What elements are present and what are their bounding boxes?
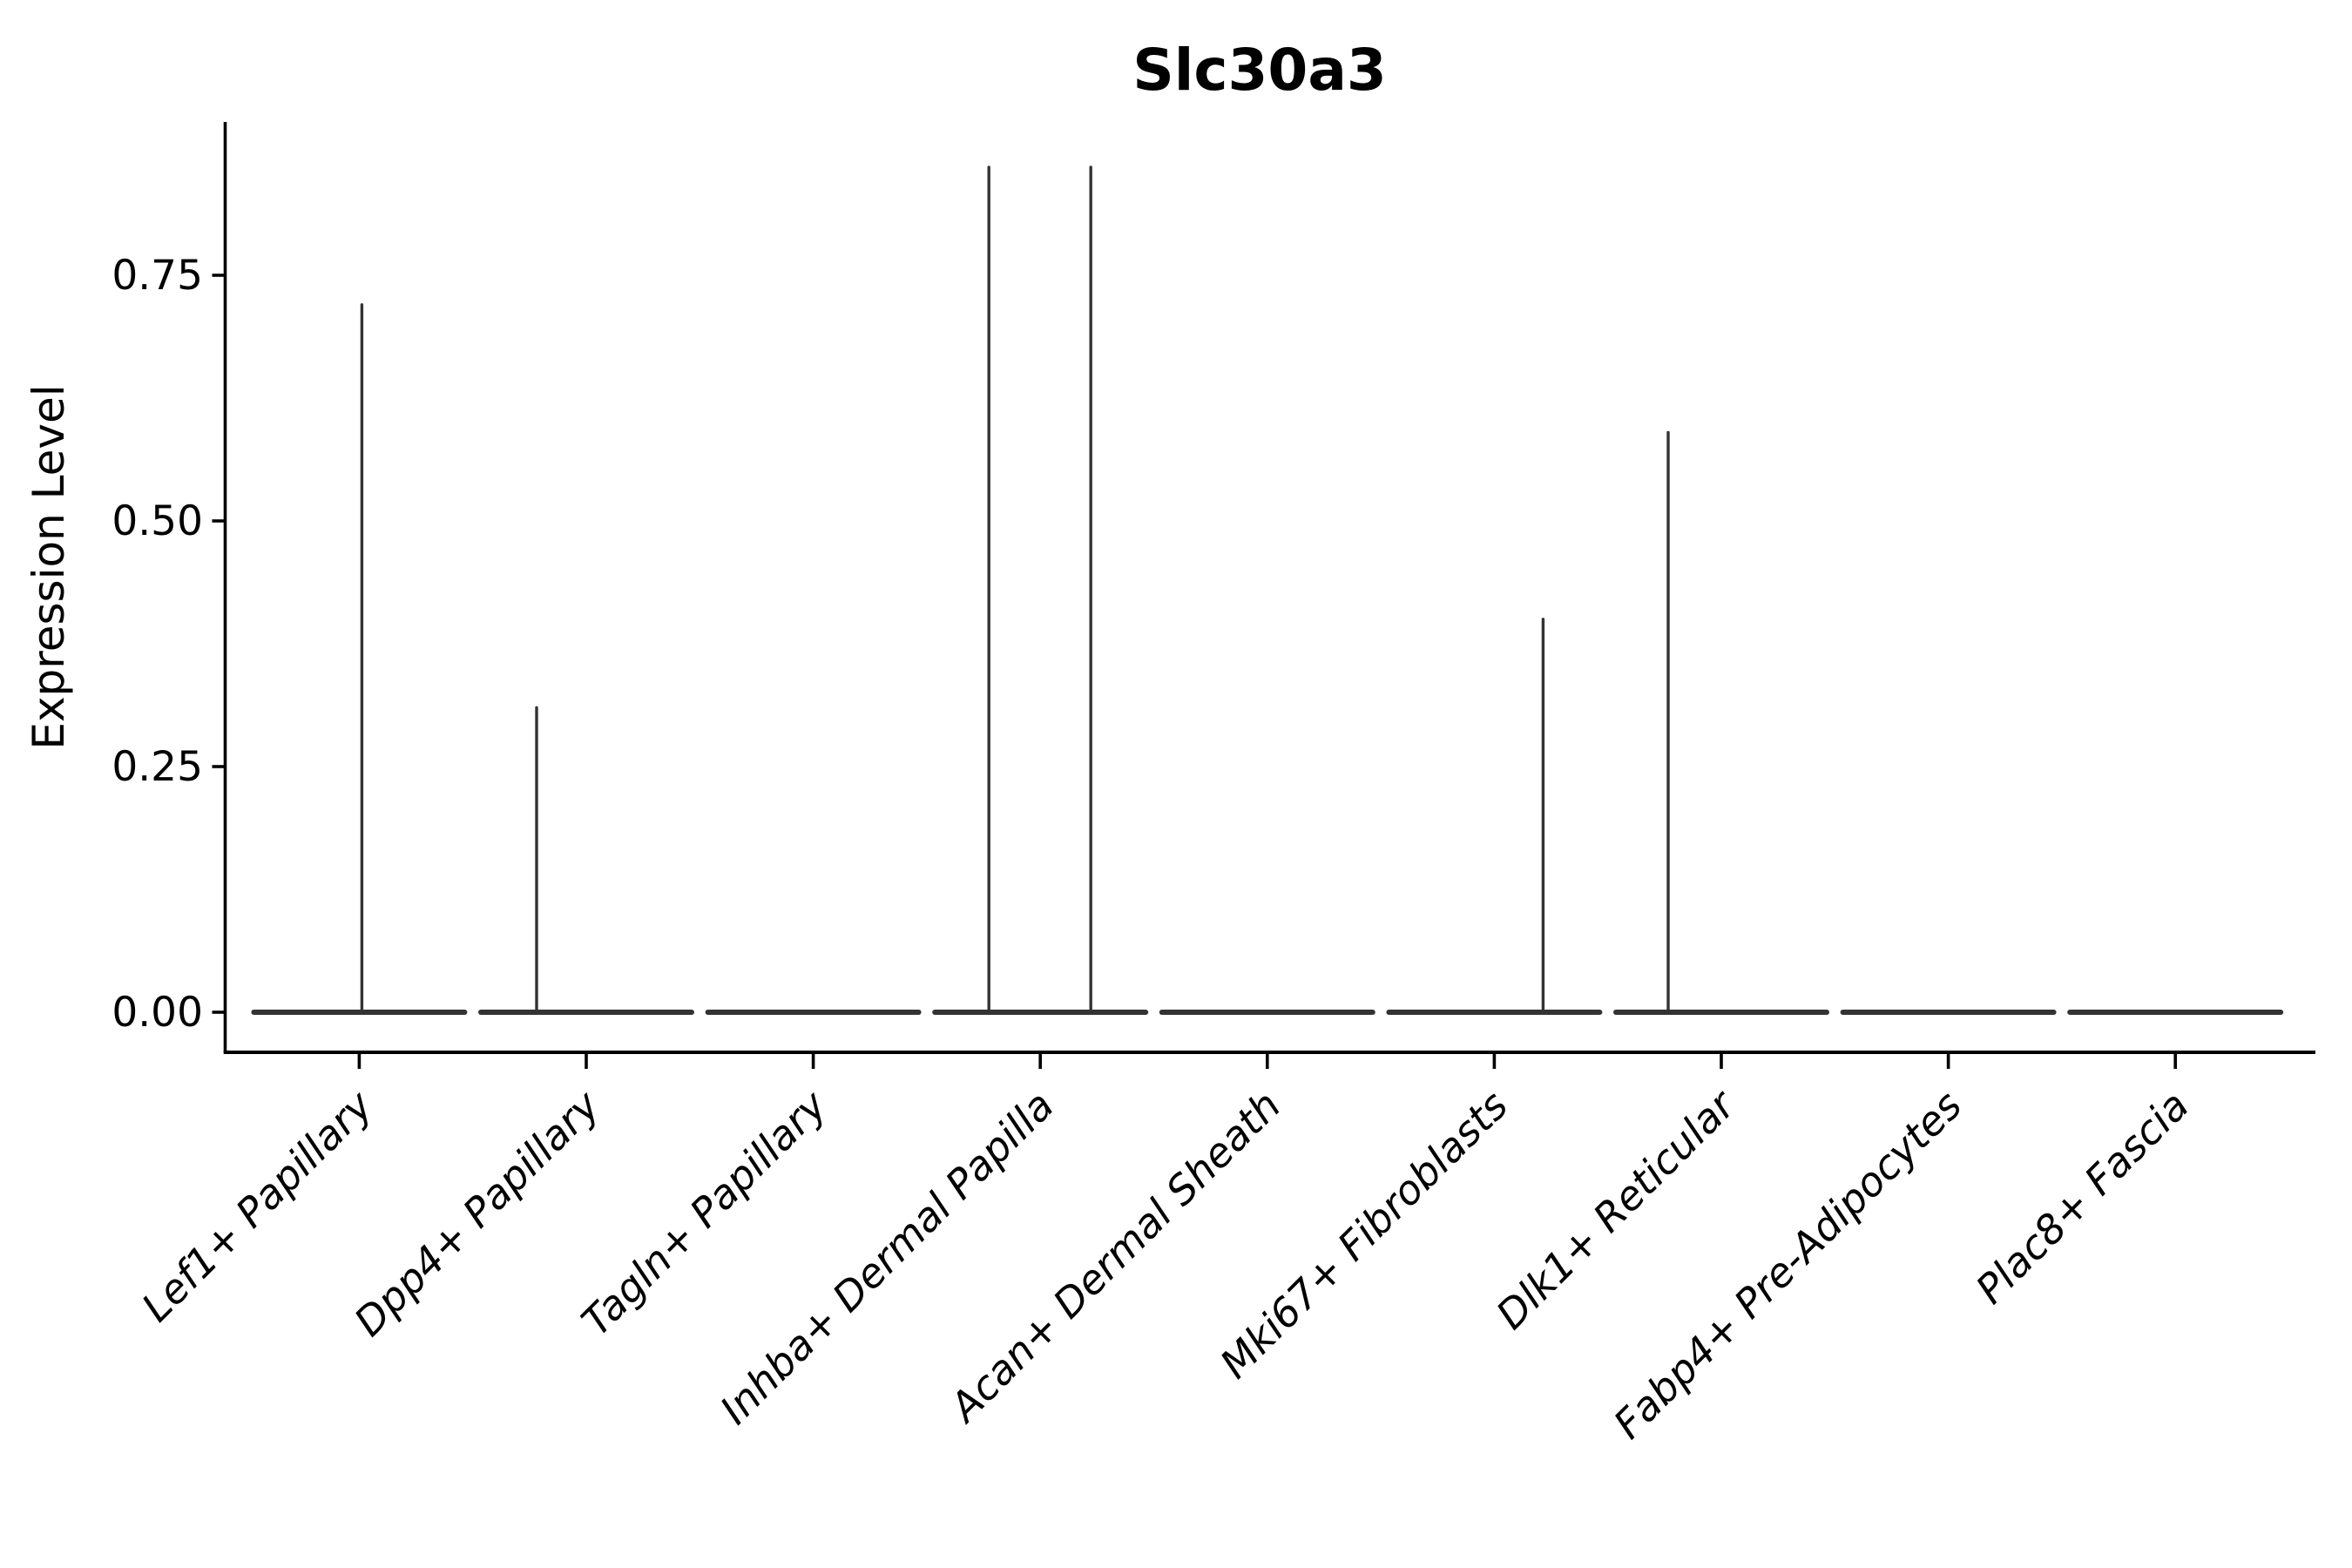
plot-title: Slc30a3 <box>1132 37 1387 104</box>
x-category-label: Tagln+ Papillary <box>572 1081 836 1345</box>
y-tick-label: 0.00 <box>112 989 203 1037</box>
y-axis-label: Expression Level <box>24 384 74 749</box>
x-category-label: Dlk1+ Reticular <box>1487 1079 1746 1338</box>
x-category-label: Plac8+ Fascia <box>1967 1082 2198 1313</box>
axes <box>223 122 2315 1054</box>
x-category-label: Lef1+ Papillary <box>132 1081 382 1330</box>
violin-glyphs <box>251 166 2284 1015</box>
y-tick-label: 0.75 <box>112 252 203 300</box>
x-category-label: Dpp4+ Papillary <box>345 1081 609 1345</box>
y-tick-label: 0.25 <box>112 743 203 791</box>
y-axis-ticks: 0.00 0.25 0.50 0.75 <box>112 252 226 1037</box>
y-tick-label: 0.50 <box>112 497 203 545</box>
